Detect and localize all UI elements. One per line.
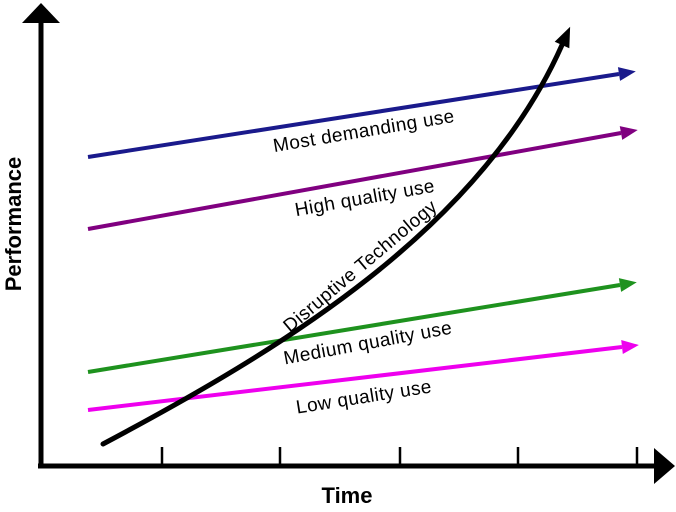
x-axis-ticks	[160, 447, 639, 464]
line-most-demanding-use	[87, 72, 620, 159]
y-axis-title: Performance	[1, 156, 26, 292]
arrowhead-high-quality-use-icon	[619, 126, 638, 140]
x-axis-arrowhead-icon	[654, 448, 675, 484]
arrowhead-most-demanding-use-icon	[617, 67, 636, 81]
curve-disruptive-technology	[100, 42, 565, 447]
arrowhead-disruptive-technology-icon	[554, 26, 571, 49]
y-axis-arrowhead-icon	[22, 3, 60, 23]
line-medium-quality-use	[87, 283, 621, 374]
line-high-quality-use	[87, 131, 622, 231]
line-low-quality-use	[87, 345, 623, 412]
x-axis-title: Time	[321, 483, 373, 508]
arrowhead-medium-quality-use-icon	[618, 278, 637, 292]
arrowhead-low-quality-use-icon	[621, 340, 639, 354]
